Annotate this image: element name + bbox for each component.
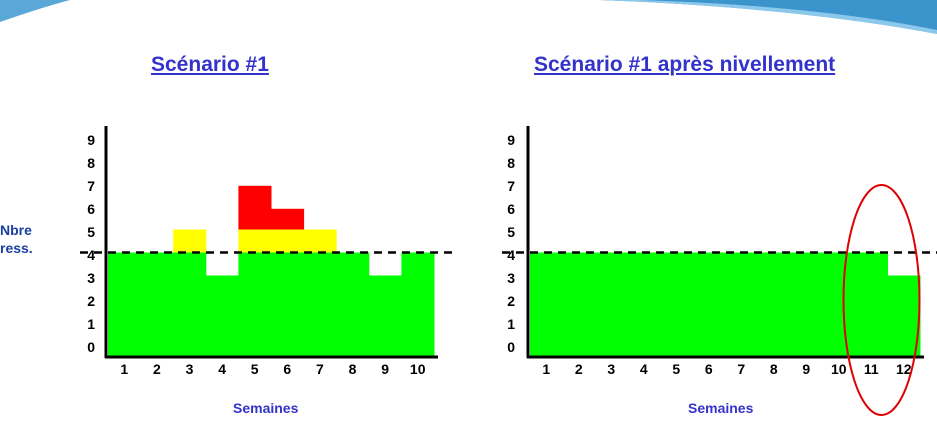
y-axis-label-line-1: Nbre: [0, 222, 32, 238]
chart-1-bar-3-series-1: [173, 252, 207, 356]
chart-2-ytick-0: 0: [507, 339, 515, 355]
chart-2-bar-1-series-1: [530, 252, 563, 356]
chart-1-xtick-9: 9: [381, 361, 389, 377]
chart-1-ytick-1: 1: [87, 316, 95, 332]
chart-2-xtick-11: 11: [864, 361, 879, 377]
chart-2-xtick-9: 9: [802, 361, 810, 377]
chart-1-xtick-8: 8: [349, 361, 357, 377]
chart-2-xtick-12: 12: [896, 361, 912, 377]
chart-1-ytick-2: 2: [87, 293, 95, 309]
chart-1-bar-5-series-1: [238, 252, 272, 356]
chart-1-xtick-3: 3: [186, 361, 194, 377]
chart-2-bar-6-series-1: [692, 252, 726, 356]
chart-1-bar-6-series-2: [271, 229, 305, 253]
chart-1-bar-10-series-1: [401, 252, 435, 356]
chart-1-bar-1-series-1: [108, 252, 142, 356]
y-axis-label-line-2: ress.: [0, 240, 33, 256]
chart-2-xlabel: Semaines: [688, 400, 754, 416]
chart-1-xtick-7: 7: [316, 361, 324, 377]
chart-1-ytick-0: 0: [87, 339, 95, 355]
chart-1-bar-6-series-3: [271, 208, 305, 230]
chart-1-xtick-5: 5: [251, 361, 259, 377]
chart-1-bar-7-series-1: [303, 252, 337, 356]
chart-2-xtick-8: 8: [770, 361, 778, 377]
chart-2-xtick-2: 2: [575, 361, 583, 377]
chart-2-ytick-9: 9: [507, 132, 515, 148]
chart-2-bar-10-series-1: [822, 252, 856, 356]
chart-1-bar-8-series-1: [336, 252, 370, 356]
chart-2-bar-4-series-1: [627, 252, 661, 356]
chart-2-bar-11-series-1: [855, 252, 888, 356]
chart-1-bar-7-series-2: [303, 229, 337, 253]
chart-2-ytick-4: 4: [507, 247, 515, 263]
chart-2-bar-8-series-1: [757, 252, 791, 356]
chart-2-title: Scénario #1 après nivellement: [534, 53, 836, 76]
chart-2-bar-7-series-1: [725, 252, 758, 356]
chart-2-bar-2-series-1: [562, 252, 596, 356]
chart-1-bar-5-series-2: [238, 229, 272, 253]
chart-2-bar-9-series-1: [790, 252, 823, 356]
chart-2-xtick-7: 7: [737, 361, 745, 377]
chart-1-bar-3-series-2: [173, 229, 207, 253]
chart-2-ytick-3: 3: [507, 270, 515, 286]
chart-2-xtick-3: 3: [607, 361, 615, 377]
chart-2-xtick-4: 4: [640, 361, 648, 377]
chart-2-ytick-1: 1: [507, 316, 515, 332]
chart-2-highlight-ellipse: [842, 184, 921, 416]
chart-1-ytick-8: 8: [87, 155, 95, 171]
chart-1-bar-6-series-1: [271, 252, 305, 356]
chart-1-ytick-7: 7: [87, 178, 95, 194]
chart-1-xtick-2: 2: [153, 361, 161, 377]
chart-1-ytick-5: 5: [87, 224, 95, 240]
chart-2-ytick-2: 2: [507, 293, 515, 309]
chart-1-xtick-6: 6: [283, 361, 291, 377]
chart-1-bar-4-series-1: [205, 275, 239, 356]
chart-1-title: Scénario #1: [151, 53, 269, 76]
chart-1-xtick-10: 10: [410, 361, 426, 377]
chart-2-xtick-1: 1: [542, 361, 550, 377]
chart-2-ytick-7: 7: [507, 178, 515, 194]
chart-1-ytick-4: 4: [87, 247, 95, 263]
chart-1-xlabel: Semaines: [233, 400, 299, 416]
chart-1-ytick-6: 6: [87, 201, 95, 217]
y-axis-label: Nbre ress.: [0, 221, 33, 257]
chart-2-ytick-8: 8: [507, 155, 515, 171]
header-swoosh-graphic: [0, 0, 937, 34]
chart-1-ytick-3: 3: [87, 270, 95, 286]
chart-2-bar-5-series-1: [660, 252, 693, 356]
chart-2-xtick-6: 6: [705, 361, 713, 377]
chart-1-xtick-4: 4: [218, 361, 226, 377]
chart-2-xtick-10: 10: [831, 361, 847, 377]
chart-1-xtick-1: 1: [120, 361, 128, 377]
chart-2-xtick-5: 5: [672, 361, 680, 377]
chart-2-ytick-5: 5: [507, 224, 515, 240]
chart-1-bar-5-series-3: [238, 185, 272, 230]
chart-2-bar-3-series-1: [595, 252, 628, 356]
chart-1-ytick-9: 9: [87, 132, 95, 148]
chart-2-bar-12-series-1: [887, 275, 921, 356]
chart-1-bar-2-series-1: [140, 252, 174, 356]
chart-1-bar-9-series-1: [368, 275, 402, 356]
chart-2-ytick-6: 6: [507, 201, 515, 217]
